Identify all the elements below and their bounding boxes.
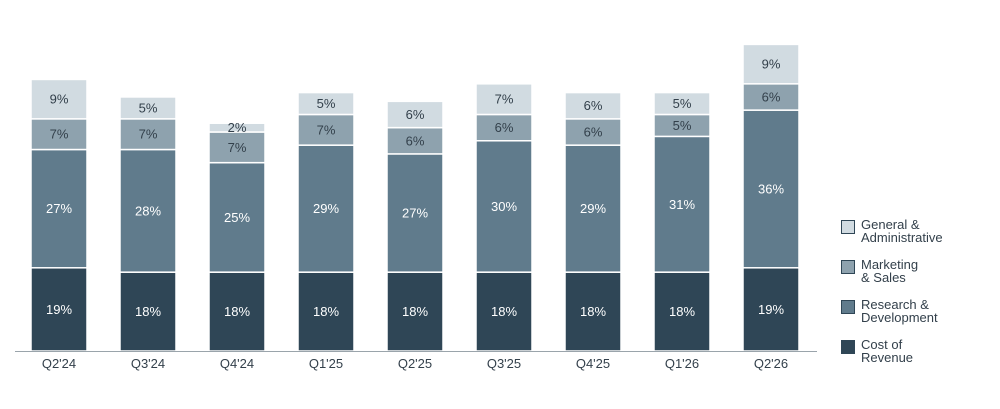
data-label-research-development-q3-25: 30% [491, 199, 517, 214]
data-label-general-administrative-q2-24: 9% [50, 92, 69, 107]
data-label-general-administrative-q3-24: 5% [139, 100, 158, 115]
x-tick-label-q3-24: Q3'24 [131, 356, 165, 371]
legend-swatch-research-development [841, 300, 855, 314]
data-label-general-administrative-q2-26: 9% [762, 57, 781, 72]
data-label-cost-of-revenue-q2-24: 19% [46, 302, 72, 317]
bar-stack-q1-26: 18% 31% 5% 5% [653, 91, 711, 352]
bar-segment-general-administrative-q3-24 [119, 96, 177, 120]
data-label-marketing-sales-q2-24: 7% [50, 127, 69, 142]
x-tick-label-q1-25: Q1'25 [309, 356, 343, 371]
bar-segment-cost-of-revenue-q4-24 [208, 271, 266, 352]
data-label-research-development-q1-26: 31% [669, 197, 695, 212]
data-label-research-development-q2-26: 36% [758, 181, 784, 196]
data-label-research-development-q1-25: 29% [313, 201, 339, 216]
bar-segment-general-administrative-q4-25 [564, 91, 622, 120]
legend-label-research-development: Research & Development [861, 297, 938, 325]
data-label-cost-of-revenue-q4-25: 18% [580, 304, 606, 319]
bar-segment-general-administrative-q1-25 [297, 91, 355, 116]
x-tick-label-q4-25: Q4'25 [576, 356, 610, 371]
data-label-marketing-sales-q3-24: 7% [139, 127, 158, 142]
data-label-research-development-q4-25: 29% [580, 201, 606, 216]
legend-item-marketing-sales: Marketing & Sales [841, 258, 991, 298]
data-label-general-administrative-q2-25: 6% [406, 107, 425, 122]
bar-segment-research-development-q3-24 [119, 148, 177, 273]
bar-segment-research-development-q1-26 [653, 135, 711, 273]
bar-segment-general-administrative-q2-26 [742, 43, 800, 85]
data-label-marketing-sales-q4-24: 7% [228, 140, 247, 155]
data-label-marketing-sales-q1-25: 7% [317, 122, 336, 137]
bar-segment-general-administrative-q2-24 [30, 78, 88, 120]
bar-segment-research-development-q2-25 [386, 153, 444, 273]
data-label-cost-of-revenue-q3-24: 18% [135, 304, 161, 319]
data-label-cost-of-revenue-q1-25: 18% [313, 304, 339, 319]
data-label-marketing-sales-q2-26: 6% [762, 89, 781, 104]
legend-label-marketing-sales: Marketing & Sales [861, 257, 919, 285]
x-tick-label-q2-25: Q2'25 [398, 356, 432, 371]
data-label-general-administrative-q4-24: 2% [228, 120, 247, 135]
bar-stack-q4-24: 18% 25% 7% 2% [208, 120, 266, 352]
bar-stack-q2-25: 18% 27% 6% 6% [386, 100, 444, 352]
x-tick-label-q2-26: Q2'26 [754, 356, 788, 371]
bar-segment-cost-of-revenue-q3-25 [475, 271, 533, 352]
x-tick-label-q1-26: Q1'26 [665, 356, 699, 371]
bar-stack-q2-24: 19% 27% 7% 9% [30, 78, 88, 352]
data-label-marketing-sales-q1-26: 5% [673, 118, 692, 133]
data-label-general-administrative-q4-25: 6% [584, 98, 603, 113]
bar-stack-q3-24: 18% 28% 7% 5% [119, 96, 177, 352]
legend-swatch-general-administrative [841, 220, 855, 234]
bar-segment-general-administrative-q2-25 [386, 100, 444, 129]
bar-stack-q2-26: 19% 36% 6% 9% [742, 43, 800, 352]
bar-stack-q4-25: 18% 29% 6% 6% [564, 91, 622, 352]
bar-segment-research-development-q4-25 [564, 144, 622, 273]
data-label-marketing-sales-q2-25: 6% [406, 133, 425, 148]
data-label-marketing-sales-q3-25: 6% [495, 120, 514, 135]
bar-segment-marketing-sales-q4-25 [564, 118, 622, 146]
bar-segment-general-administrative-q1-26 [653, 91, 711, 116]
bar-stack-q3-25: 18% 30% 6% 7% [475, 83, 533, 352]
data-label-research-development-q3-24: 28% [135, 203, 161, 218]
bar-segment-cost-of-revenue-q2-26 [742, 267, 800, 352]
data-label-research-development-q2-24: 27% [46, 201, 72, 216]
bar-segment-marketing-sales-q3-25 [475, 113, 533, 142]
bar-segment-marketing-sales-q3-24 [119, 118, 177, 151]
data-label-cost-of-revenue-q2-26: 19% [758, 302, 784, 317]
data-label-general-administrative-q3-25: 7% [495, 92, 514, 107]
legend-item-research-development: Research & Development [841, 298, 991, 338]
legend-label-cost-of-revenue: Cost of Revenue [861, 337, 914, 365]
bar-stack-q1-25: 18% 29% 7% 5% [297, 91, 355, 352]
stacked-bar-chart: 19% 27% 7% 9% Q2'24 18% 28% 7% 5% Q3'24 18% 25% 7% 2%… [15, 43, 817, 371]
legend-swatch-cost-of-revenue [841, 340, 855, 354]
legend: General & Administrative Marketing & Sal… [841, 218, 991, 378]
bar-segment-cost-of-revenue-q2-24 [30, 267, 88, 352]
data-label-general-administrative-q1-25: 5% [317, 96, 336, 111]
data-label-cost-of-revenue-q4-24: 18% [224, 304, 250, 319]
bar-segment-research-development-q2-24 [30, 148, 88, 269]
bar-segment-research-development-q3-25 [475, 140, 533, 273]
legend-swatch-marketing-sales [841, 260, 855, 274]
bar-segment-cost-of-revenue-q1-26 [653, 271, 711, 352]
x-tick-label-q2-24: Q2'24 [42, 356, 76, 371]
x-tick-label-q3-25: Q3'25 [487, 356, 521, 371]
bar-segment-research-development-q4-24 [208, 161, 266, 273]
data-label-marketing-sales-q4-25: 6% [584, 125, 603, 140]
data-label-research-development-q2-25: 27% [402, 206, 428, 221]
x-tick-label-q4-24: Q4'24 [220, 356, 254, 371]
data-label-cost-of-revenue-q2-25: 18% [402, 304, 428, 319]
legend-item-general-administrative: General & Administrative [841, 218, 991, 258]
legend-item-cost-of-revenue: Cost of Revenue [841, 338, 991, 378]
data-label-cost-of-revenue-q3-25: 18% [491, 304, 517, 319]
bar-segment-general-administrative-q3-25 [475, 83, 533, 116]
data-label-general-administrative-q1-26: 5% [673, 96, 692, 111]
bar-segment-general-administrative-q4-24 [208, 122, 266, 133]
bar-segment-marketing-sales-q2-25 [386, 126, 444, 155]
legend-label-general-administrative: General & Administrative [861, 217, 943, 245]
bar-segment-research-development-q2-26 [742, 109, 800, 269]
data-label-cost-of-revenue-q1-26: 18% [669, 304, 695, 319]
bar-segment-marketing-sales-q1-25 [297, 113, 355, 146]
data-label-research-development-q4-24: 25% [224, 210, 250, 225]
